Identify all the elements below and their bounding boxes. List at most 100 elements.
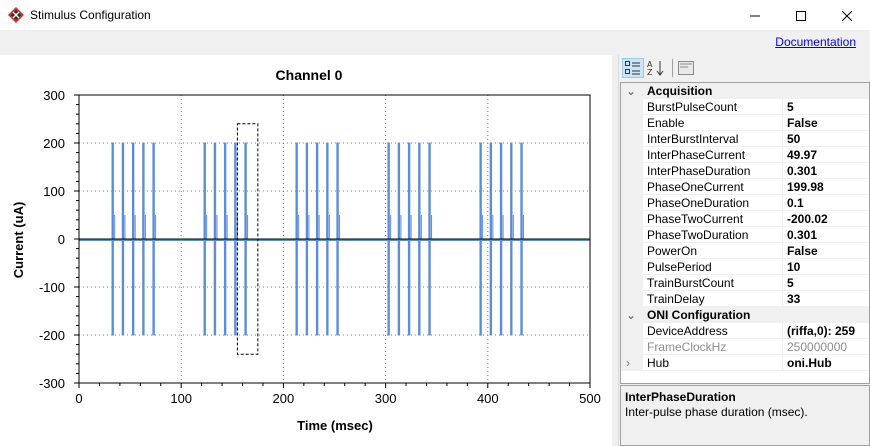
window-title: Stimulus Configuration	[30, 8, 151, 22]
row-gutter	[621, 131, 643, 147]
property-name: TrainDelay	[647, 291, 783, 306]
row-gutter	[621, 179, 643, 195]
collapse-chevron-icon[interactable]: ⌄	[626, 84, 637, 98]
category-label: ONI Configuration	[647, 308, 751, 322]
property-name: DeviceAddress	[647, 323, 783, 338]
property-value[interactable]: 49.97	[787, 148, 818, 162]
categorized-button[interactable]	[622, 58, 644, 78]
property-row[interactable]: › Hub oni.Hub	[621, 355, 869, 371]
row-gutter: ›	[621, 355, 643, 371]
minimize-button[interactable]	[732, 0, 778, 31]
row-gutter	[621, 275, 643, 291]
property-row[interactable]: Enable False	[621, 115, 869, 131]
svg-text:A: A	[647, 60, 653, 69]
category-label: Acquisition	[647, 84, 713, 98]
row-gutter	[621, 323, 643, 339]
y-tick-label: 100	[43, 184, 65, 199]
row-gutter	[621, 291, 643, 307]
property-value[interactable]: -200.02	[787, 212, 828, 226]
property-row[interactable]: InterBurstInterval 50	[621, 131, 869, 147]
property-value[interactable]: 5	[787, 276, 794, 290]
y-tick-label: -300	[39, 376, 65, 391]
property-name: Hub	[647, 355, 783, 370]
property-row[interactable]: PhaseTwoCurrent -200.02	[621, 211, 869, 227]
collapse-chevron-icon[interactable]: ⌄	[626, 308, 637, 322]
title-bar: Stimulus Configuration	[0, 0, 870, 31]
close-button[interactable]	[824, 0, 870, 31]
y-tick-label: -200	[39, 328, 65, 343]
property-value[interactable]: 0.301	[787, 164, 818, 178]
y-tick-label: -100	[39, 280, 65, 295]
property-grid-toolbar: A Z	[619, 55, 870, 81]
x-tick-label: 500	[579, 391, 601, 406]
chart-panel: Channel 0 Time (msec) Current (uA) 0 100 2…	[0, 55, 618, 446]
property-row[interactable]: PulsePeriod 10	[621, 259, 869, 275]
property-value[interactable]: 50	[787, 132, 801, 146]
property-row[interactable]: PhaseOneCurrent 199.98	[621, 179, 869, 195]
property-row[interactable]: BurstPulseCount 5	[621, 99, 869, 115]
x-tick-label: 200	[273, 391, 295, 406]
row-gutter	[621, 195, 643, 211]
property-name: Enable	[647, 115, 783, 130]
row-gutter	[621, 115, 643, 131]
property-name: PulsePeriod	[647, 259, 783, 274]
property-value[interactable]: False	[787, 116, 818, 130]
x-tick-label: 0	[75, 391, 82, 406]
expand-chevron-icon[interactable]: ›	[626, 356, 630, 370]
property-row[interactable]: InterPhaseDuration 0.301	[621, 163, 869, 179]
row-gutter	[621, 243, 643, 259]
property-name: PhaseOneCurrent	[647, 179, 783, 194]
property-grid: A Z ⌄ Acquisition BurstPulseCount 5 Enable Fa…	[618, 55, 870, 446]
property-row[interactable]: DeviceAddress (riffa,0): 259	[621, 323, 869, 339]
property-row[interactable]: InterPhaseCurrent 49.97	[621, 147, 869, 163]
categorized-icon	[625, 61, 640, 75]
x-tick-label: 300	[375, 391, 397, 406]
property-value[interactable]: oni.Hub	[787, 356, 832, 370]
chart-title: Channel 0	[276, 67, 343, 83]
property-value[interactable]: 250000000	[787, 340, 848, 354]
row-gutter	[621, 339, 643, 355]
close-icon	[842, 10, 852, 21]
x-tick-label: 100	[170, 391, 192, 406]
property-value[interactable]: 5	[787, 100, 794, 114]
row-gutter	[621, 163, 643, 179]
property-row[interactable]: PowerOn False	[621, 243, 869, 259]
property-row[interactable]: FrameClockHz 250000000	[621, 339, 869, 355]
property-value[interactable]: 0.301	[787, 228, 818, 242]
property-value[interactable]: 33	[787, 292, 801, 306]
toolbar-separator	[672, 59, 673, 77]
property-value[interactable]: False	[787, 244, 818, 258]
y-tick-label: 0	[58, 232, 65, 247]
row-gutter	[621, 211, 643, 227]
property-pages-button[interactable]	[675, 58, 697, 78]
alphabetical-button[interactable]: A Z	[645, 58, 667, 78]
property-value[interactable]: (riffa,0): 259	[787, 324, 856, 338]
property-name: TrainBurstCount	[647, 275, 783, 290]
property-name: PhaseOneDuration	[647, 195, 783, 210]
property-row[interactable]: TrainDelay 33	[621, 291, 869, 307]
property-name: PhaseTwoDuration	[647, 227, 783, 242]
maximize-button[interactable]	[778, 0, 824, 31]
row-gutter	[621, 99, 643, 115]
row-gutter	[621, 259, 643, 275]
property-value[interactable]: 10	[787, 260, 801, 274]
property-row[interactable]: PhaseTwoDuration 0.301	[621, 227, 869, 243]
property-row[interactable]: PhaseOneDuration 0.1	[621, 195, 869, 211]
splitter[interactable]	[612, 55, 620, 446]
y-tick-label: 200	[43, 136, 65, 151]
property-name: PhaseTwoCurrent	[647, 211, 783, 226]
property-value[interactable]: 0.1	[787, 196, 804, 210]
y-axis-label: Current (uA)	[11, 202, 26, 279]
property-value[interactable]: 199.98	[787, 180, 824, 194]
stimulus-chart[interactable]: Channel 0 Time (msec) Current (uA) 0 100 2…	[0, 55, 612, 446]
documentation-link[interactable]: Documentation	[775, 35, 856, 49]
axis-layer: 0 100 200 300 400 500 300 200 100 0 -100 -200 -300	[39, 88, 601, 406]
category-header[interactable]: ⌄ Acquisition	[621, 83, 869, 99]
x-axis-label: Time (msec)	[297, 418, 373, 433]
property-name: BurstPulseCount	[647, 99, 783, 114]
property-name: InterBurstInterval	[647, 131, 783, 146]
property-row[interactable]: TrainBurstCount 5	[621, 275, 869, 291]
minimize-icon	[750, 15, 760, 16]
help-panel: InterPhaseDuration Inter-pulse phase dur…	[620, 385, 870, 446]
category-header[interactable]: ⌄ ONI Configuration	[621, 307, 869, 323]
